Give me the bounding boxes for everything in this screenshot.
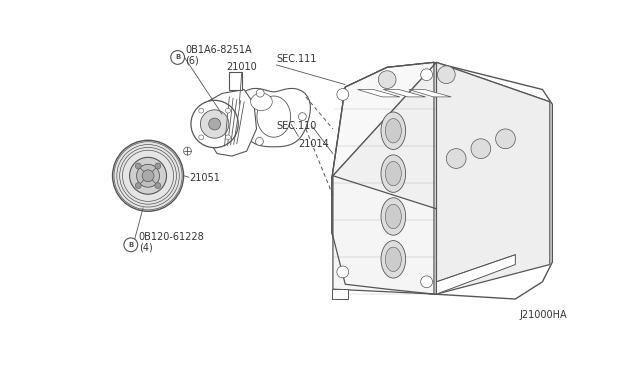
- Polygon shape: [332, 62, 552, 299]
- Circle shape: [471, 139, 491, 158]
- Polygon shape: [251, 93, 272, 110]
- Text: (4): (4): [139, 243, 152, 253]
- Circle shape: [225, 108, 230, 113]
- Polygon shape: [409, 90, 451, 97]
- Text: 21010: 21010: [227, 62, 257, 72]
- Ellipse shape: [381, 112, 406, 150]
- Circle shape: [337, 89, 349, 100]
- Circle shape: [155, 183, 161, 189]
- Polygon shape: [358, 90, 400, 97]
- Circle shape: [199, 108, 204, 113]
- Text: 0B120-61228: 0B120-61228: [139, 232, 204, 242]
- Circle shape: [142, 170, 154, 182]
- Polygon shape: [237, 89, 310, 147]
- Polygon shape: [383, 90, 426, 97]
- Circle shape: [495, 129, 515, 149]
- Circle shape: [209, 118, 221, 130]
- Circle shape: [225, 135, 230, 140]
- Circle shape: [337, 266, 349, 278]
- Polygon shape: [436, 62, 550, 294]
- Ellipse shape: [385, 247, 401, 272]
- Circle shape: [378, 71, 396, 89]
- Text: B: B: [128, 242, 133, 248]
- Circle shape: [256, 89, 264, 97]
- Circle shape: [420, 276, 433, 288]
- Ellipse shape: [381, 241, 406, 278]
- Text: SEC.110: SEC.110: [276, 122, 317, 131]
- Text: J21000HA: J21000HA: [520, 310, 567, 320]
- Polygon shape: [257, 96, 291, 137]
- Text: B: B: [175, 54, 180, 61]
- Circle shape: [136, 164, 159, 187]
- Circle shape: [298, 113, 307, 121]
- Polygon shape: [332, 62, 434, 294]
- Polygon shape: [333, 62, 436, 294]
- Polygon shape: [229, 72, 242, 90]
- Ellipse shape: [381, 198, 406, 235]
- Circle shape: [155, 163, 161, 169]
- Ellipse shape: [385, 204, 401, 229]
- Text: SEC.111: SEC.111: [276, 54, 317, 64]
- Text: 0B1A6-8251A: 0B1A6-8251A: [186, 45, 252, 55]
- Text: (6): (6): [186, 55, 199, 65]
- Ellipse shape: [385, 161, 401, 186]
- Ellipse shape: [381, 155, 406, 192]
- Circle shape: [124, 238, 138, 252]
- Polygon shape: [436, 255, 515, 294]
- Circle shape: [171, 51, 184, 64]
- Polygon shape: [205, 90, 257, 156]
- Circle shape: [113, 140, 184, 211]
- Ellipse shape: [385, 119, 401, 143]
- Circle shape: [255, 137, 264, 145]
- Text: 21014: 21014: [298, 139, 329, 149]
- Circle shape: [135, 183, 141, 189]
- Circle shape: [420, 69, 433, 81]
- Circle shape: [191, 100, 238, 148]
- Circle shape: [200, 110, 229, 138]
- Polygon shape: [333, 62, 550, 213]
- Circle shape: [135, 163, 141, 169]
- Circle shape: [129, 157, 166, 194]
- Polygon shape: [332, 289, 348, 299]
- Text: 21051: 21051: [189, 173, 220, 183]
- Circle shape: [199, 135, 204, 140]
- Circle shape: [446, 149, 466, 169]
- Circle shape: [438, 66, 455, 84]
